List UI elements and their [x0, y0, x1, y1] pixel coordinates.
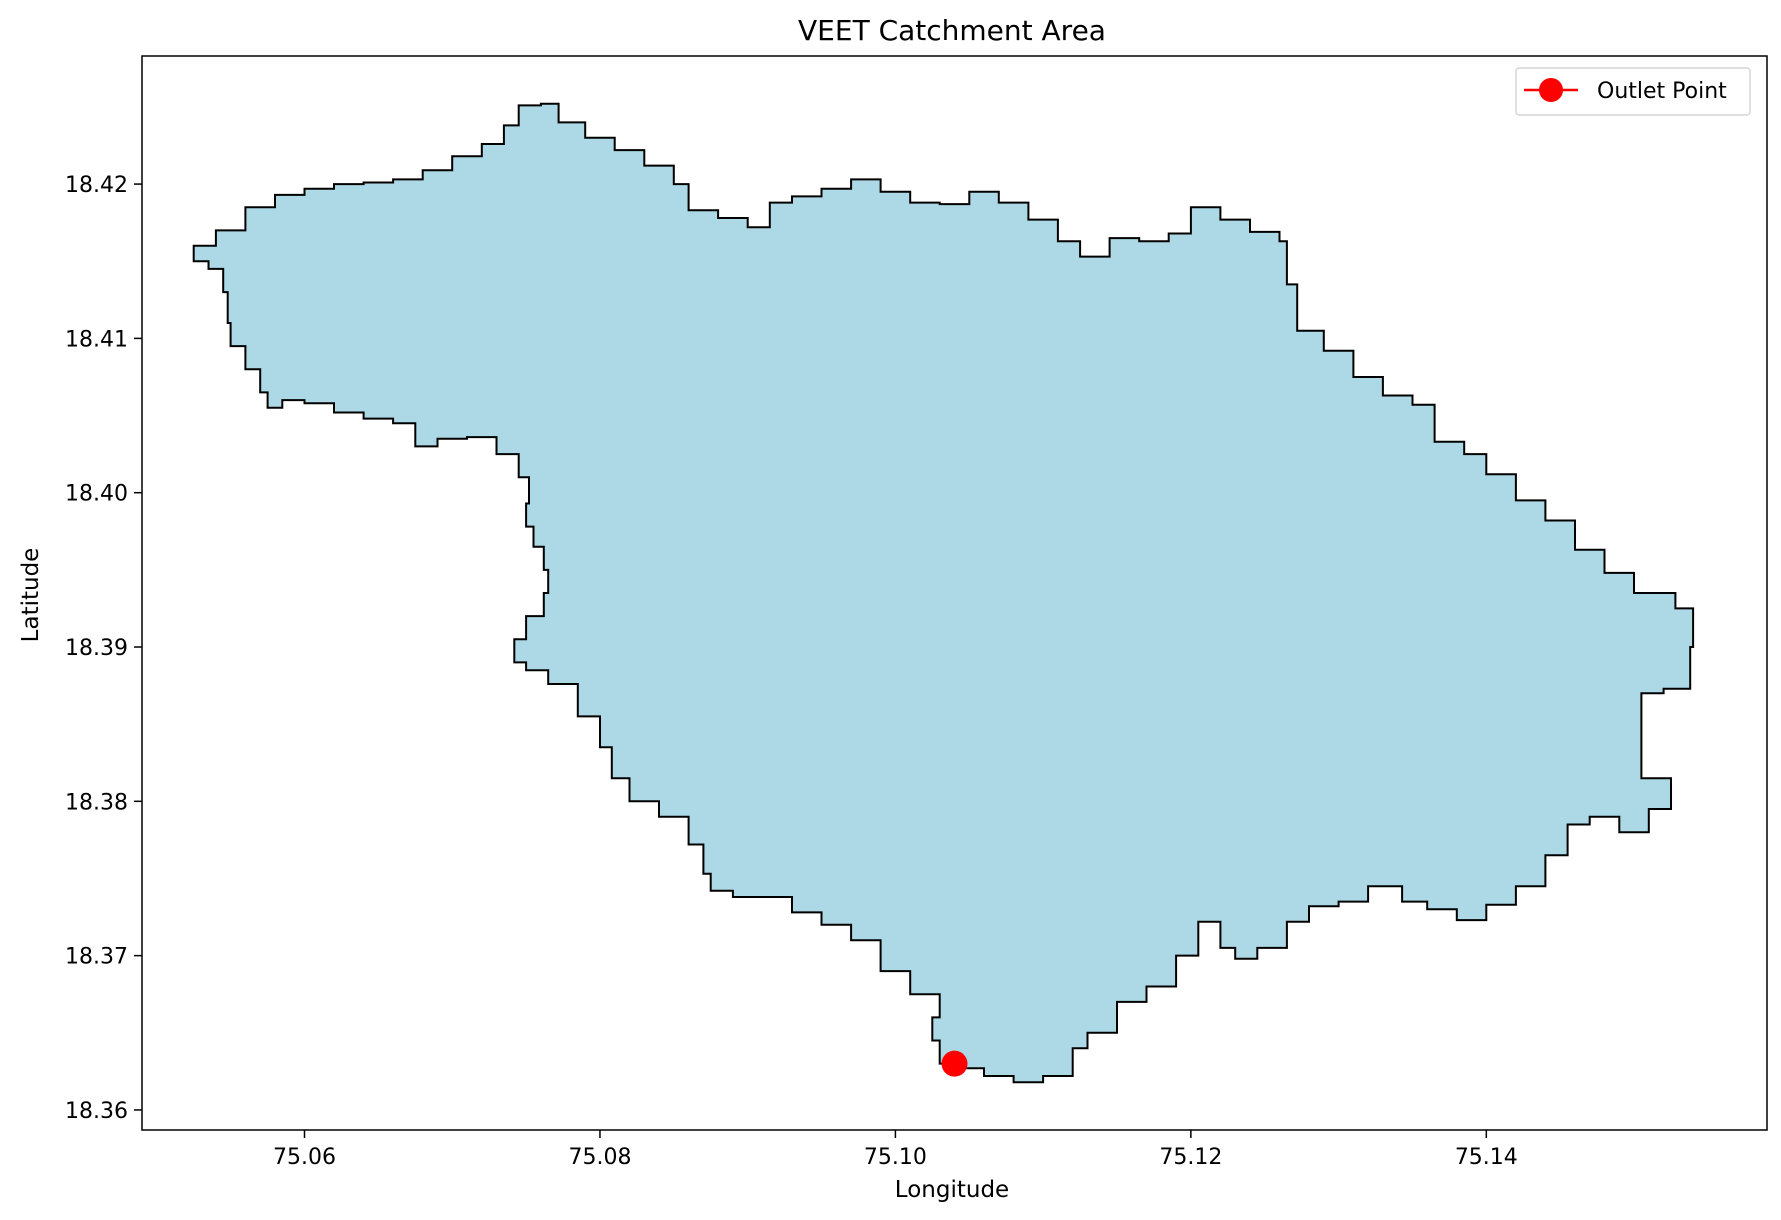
y-tick-label: 18.38 [65, 790, 128, 815]
y-tick-label: 18.37 [65, 945, 128, 970]
x-tick-label: 75.10 [864, 1145, 927, 1170]
x-tick-label: 75.08 [568, 1145, 631, 1170]
y-tick-label: 18.40 [65, 482, 128, 507]
y-axis-label: Latitude [18, 548, 44, 643]
legend-label-outlet-point: Outlet Point [1597, 79, 1727, 104]
x-axis: 75.06 75.08 75.10 75.12 75.14 [273, 1130, 1518, 1170]
legend-box [1515, 67, 1751, 116]
x-tick-label: 75.12 [1159, 1145, 1222, 1170]
catchment-area [192, 102, 1695, 1084]
legend: Outlet Point [1515, 67, 1751, 116]
x-tick-label: 75.06 [273, 1145, 336, 1170]
y-tick-label: 18.36 [65, 1099, 128, 1124]
y-axis: 18.36 18.37 18.38 18.39 18.40 18.41 18.42 [65, 173, 142, 1124]
legend-marker [1539, 78, 1563, 102]
y-tick-label: 18.41 [65, 327, 128, 352]
outlet-point-marker[interactable] [941, 1050, 968, 1077]
chart-title: VEET Catchment Area [798, 14, 1106, 47]
x-tick-label: 75.14 [1455, 1145, 1518, 1170]
x-axis-label: Longitude [895, 1177, 1009, 1203]
y-tick-label: 18.39 [65, 636, 128, 661]
plot-area [192, 102, 1695, 1084]
y-tick-label: 18.42 [65, 173, 128, 198]
axes-frame [141, 55, 1768, 1131]
